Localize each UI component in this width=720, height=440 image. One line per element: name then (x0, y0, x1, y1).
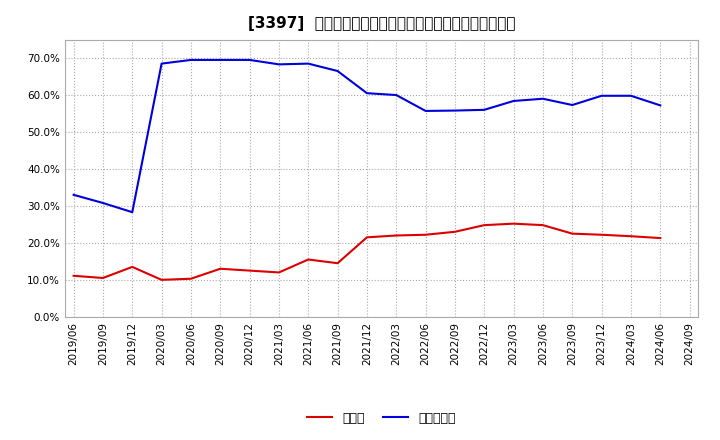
現預金 (216, 266, 225, 271)
有利子負債 (99, 200, 107, 205)
有利子負債 (216, 57, 225, 62)
Legend: 現預金, 有利子負債: 現預金, 有利子負債 (307, 412, 456, 425)
現預金 (656, 235, 665, 241)
有利子負債 (480, 107, 489, 113)
現預金 (539, 223, 547, 228)
現預金 (568, 231, 577, 236)
現預金 (509, 221, 518, 226)
有利子負債 (333, 68, 342, 73)
有利子負債 (656, 103, 665, 108)
有利子負債 (509, 98, 518, 103)
有利子負債 (626, 93, 635, 99)
現預金 (157, 277, 166, 282)
現預金 (274, 270, 283, 275)
Line: 現預金: 現預金 (73, 224, 660, 280)
有利子負債 (157, 61, 166, 66)
現預金 (626, 234, 635, 239)
有利子負債 (539, 96, 547, 101)
現預金 (99, 275, 107, 281)
Line: 有利子負債: 有利子負債 (73, 60, 660, 212)
有利子負債 (69, 192, 78, 198)
有利子負債 (451, 108, 459, 113)
有利子負債 (568, 103, 577, 108)
現預金 (333, 260, 342, 266)
現預金 (451, 229, 459, 235)
有利子負債 (274, 62, 283, 67)
有利子負債 (128, 209, 137, 215)
有利子負債 (186, 57, 195, 62)
現預金 (246, 268, 254, 273)
現預金 (304, 257, 312, 262)
現預金 (421, 232, 430, 238)
有利子負債 (363, 91, 372, 96)
有利子負債 (421, 108, 430, 114)
現預金 (128, 264, 137, 270)
現預金 (598, 232, 606, 238)
現預金 (480, 223, 489, 228)
現預金 (186, 276, 195, 281)
有利子負債 (392, 92, 400, 98)
現預金 (69, 273, 78, 279)
有利子負債 (304, 61, 312, 66)
有利子負債 (598, 93, 606, 99)
Title: [3397]  現預金、有利子負債の総資産に対する比率の推移: [3397] 現預金、有利子負債の総資産に対する比率の推移 (248, 16, 516, 32)
現預金 (363, 235, 372, 240)
現預金 (392, 233, 400, 238)
有利子負債 (246, 57, 254, 62)
